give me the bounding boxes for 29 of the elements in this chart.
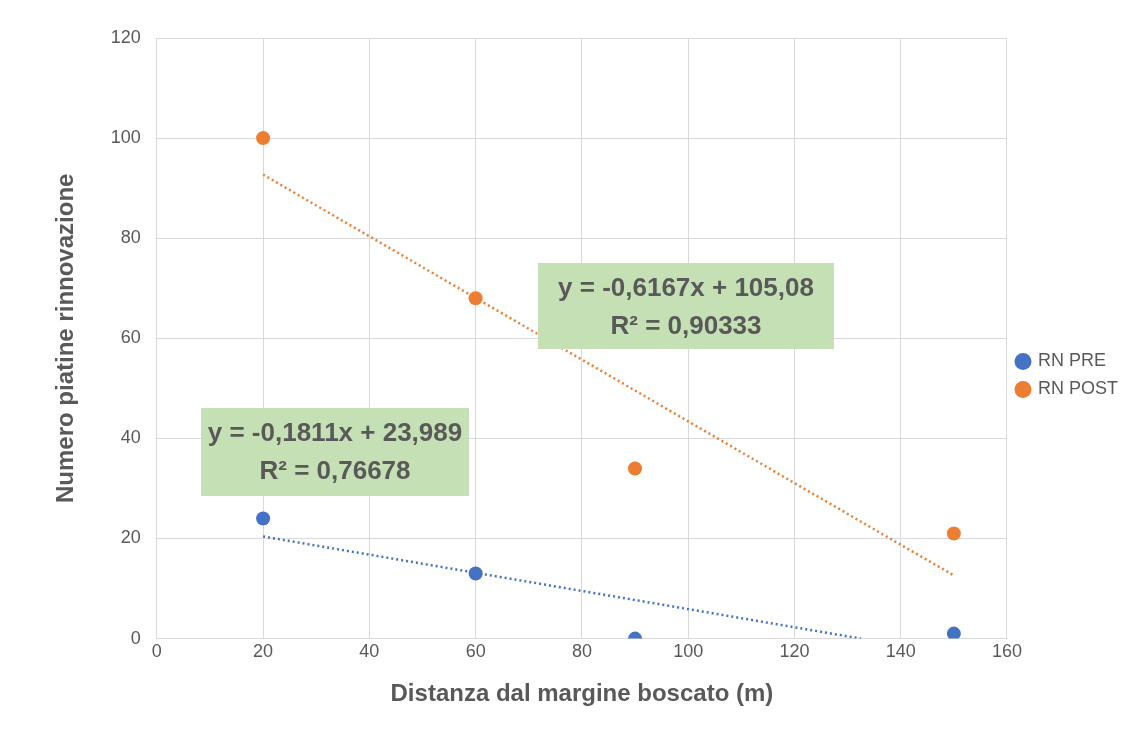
y-tick-label: 40 [120,427,141,448]
x-tick-label: 20 [253,641,274,662]
y-axis-title: Numero piatine rinnovazione [51,173,79,503]
point [946,526,961,541]
y-tick-label: 100 [110,127,141,148]
y-tick-label: 0 [130,627,141,648]
point [468,291,483,306]
y-tick-label: 120 [110,26,141,47]
x-tick-label: 0 [151,641,162,662]
annotation: y = -0,1811x + 23,989 R² = 0,76678 [201,408,469,496]
x-tick-label: 80 [571,641,592,662]
x-tick-label: 40 [359,641,380,662]
point [256,131,271,146]
point [628,461,643,476]
point [256,511,271,526]
legend-label: RN POST [1037,378,1119,399]
x-tick-label: 60 [465,641,486,662]
point [468,566,483,581]
x-tick-label: 120 [779,641,810,662]
y-tick-label: 20 [120,527,141,548]
x-tick-label: 140 [885,641,916,662]
x-axis-title: Distanza dal margine boscato (m) [390,679,774,707]
legend-label: RN PRE [1037,350,1107,371]
x-tick-label: 160 [991,641,1023,662]
y-tick-label: 60 [120,327,141,348]
y-tick-label: 80 [120,227,141,248]
point [946,626,961,639]
x-tick-label: 100 [673,641,704,662]
annotation: y = -0,6167x + 105,08 R² = 0,90333 [538,263,834,349]
